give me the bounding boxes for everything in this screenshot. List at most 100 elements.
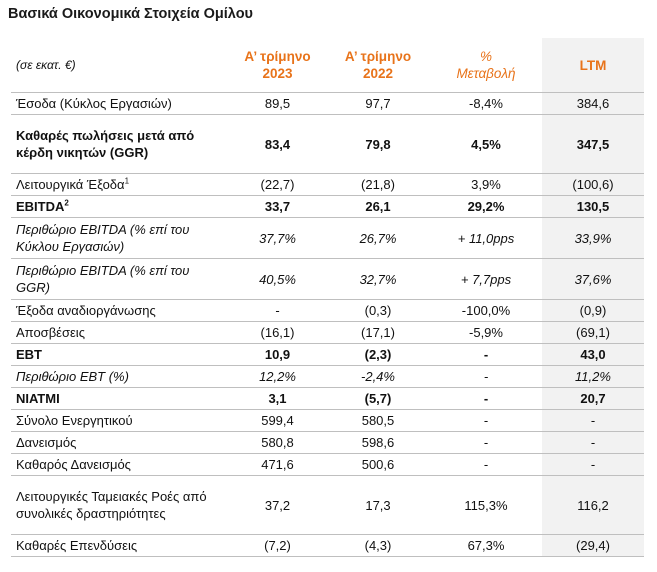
value-change: + 7,7pps — [430, 258, 542, 300]
value-q1-2023: 37,7% — [229, 217, 326, 259]
row-label: EBT — [11, 343, 229, 366]
footnote-marker: 1 — [124, 176, 130, 186]
value-q1-2022: 97,7 — [326, 92, 430, 115]
row-label-text: Δανεισμός — [16, 435, 77, 450]
value-q1-2022: (21,8) — [326, 173, 430, 196]
value-q1-2023: (22,7) — [229, 173, 326, 196]
value-ltm: 116,2 — [542, 475, 644, 535]
row-label-text: Καθαρές πωλήσεις μετά από κέρδη νικητών … — [16, 128, 195, 160]
value-change: 29,2% — [430, 195, 542, 218]
value-ltm: 43,0 — [542, 343, 644, 366]
value-q1-2023: 89,5 — [229, 92, 326, 115]
value-q1-2022: (4,3) — [326, 534, 430, 557]
value-q1-2023: 3,1 — [229, 387, 326, 410]
value-ltm: 20,7 — [542, 387, 644, 410]
value-ltm: 347,5 — [542, 114, 644, 174]
value-change: -8,4% — [430, 92, 542, 115]
table-row: Λειτουργικά Έξοδα1 (22,7) (21,8) 3,9% (100,6… — [11, 173, 644, 196]
value-q1-2022: 17,3 — [326, 475, 430, 535]
page-title: Βασικά Οικονομικά Στοιχεία Ομίλου — [8, 6, 253, 22]
value-q1-2022: 32,7% — [326, 258, 430, 300]
column-header-line: Α’ τρίμηνο — [244, 49, 311, 64]
value-q1-2023: 10,9 — [229, 343, 326, 366]
value-ltm: 384,6 — [542, 92, 644, 115]
unit-label: (σε εκατ. €) — [16, 57, 76, 72]
table-header-row: (σε εκατ. €) Α’ τρίμηνο 2023 Α’ τρίμηνο … — [11, 38, 644, 93]
value-ltm: - — [542, 453, 644, 476]
row-label-text: Σύνολο Ενεργητικού — [16, 413, 133, 428]
value-change: 67,3% — [430, 534, 542, 557]
table-row: Καθαρές πωλήσεις μετά από κέρδη νικητών … — [11, 114, 644, 174]
column-header-ltm: LTM — [542, 38, 644, 93]
row-label: Καθαρές Επενδύσεις — [11, 534, 229, 557]
row-label: ΝΙΑΤΜΙ — [11, 387, 229, 410]
table-row: Καθαρές Επενδύσεις (7,2) (4,3) 67,3% (29,4) — [11, 534, 644, 557]
row-label: Σύνολο Ενεργητικού — [11, 409, 229, 432]
column-header-line: % — [479, 49, 492, 64]
column-header-change: % Μεταβολή — [430, 38, 542, 93]
row-label-text: EBITDA — [16, 199, 65, 214]
row-label: Λειτουργικές Ταμειακές Ροές από συνολικέ… — [11, 475, 229, 535]
row-label-text: EBT — [16, 347, 42, 362]
value-change: 4,5% — [430, 114, 542, 174]
value-ltm: (29,4) — [542, 534, 644, 557]
row-label: Περιθώριο EBITDA (% επί του GGR) — [11, 258, 229, 300]
value-ltm: (69,1) — [542, 321, 644, 344]
row-label-text: Περιθώριο EBT (%) — [16, 369, 129, 384]
value-q1-2022: 79,8 — [326, 114, 430, 174]
value-change: - — [430, 409, 542, 432]
row-label-text: Λειτουργικές Ταμειακές Ροές από συνολικέ… — [16, 489, 207, 521]
value-q1-2022: 26,7% — [326, 217, 430, 259]
value-q1-2023: (7,2) — [229, 534, 326, 557]
table-row: Σύνολο Ενεργητικού 599,4 580,5- - — [11, 409, 644, 432]
value-q1-2023: 37,2 — [229, 475, 326, 535]
financial-table: (σε εκατ. €) Α’ τρίμηνο 2023 Α’ τρίμηνο … — [11, 38, 644, 557]
value-ltm: (100,6) — [542, 173, 644, 196]
value-q1-2023: 599,4 — [229, 409, 326, 432]
value-ltm: 11,2% — [542, 365, 644, 388]
value-change: - — [430, 387, 542, 410]
table-row: Αποσβέσεις (16,1) (17,1) -5,9% (69,1) — [11, 321, 644, 344]
table-row: EBT 10,9 (2,3) -43,0 — [11, 343, 644, 366]
row-label: Έσοδα (Κύκλος Εργασιών) — [11, 92, 229, 115]
value-change: 115,3% — [430, 475, 542, 535]
value-change: 3,9% — [430, 173, 542, 196]
value-q1-2022: 500,6 — [326, 453, 430, 476]
table-row: Δανεισμός 580,8 598,6- - — [11, 431, 644, 454]
table-row: EBITDA2 33,7 26,1 29,2% 130,5 — [11, 195, 644, 218]
value-ltm: 130,5 — [542, 195, 644, 218]
row-label-text: Περιθώριο EBITDA (% επί του GGR) — [16, 263, 190, 295]
value-q1-2023: - — [229, 299, 326, 322]
row-label: Καθαρές πωλήσεις μετά από κέρδη νικητών … — [11, 114, 229, 174]
row-label: Αποσβέσεις — [11, 321, 229, 344]
row-label-text: Καθαρός Δανεισμός — [16, 457, 131, 472]
value-q1-2022: (0,3) — [326, 299, 430, 322]
value-q1-2023: 83,4 — [229, 114, 326, 174]
table-row: ΝΙΑΤΜΙ 3,1 (5,7) -20,7 — [11, 387, 644, 410]
footnote-marker: 2 — [64, 198, 69, 208]
column-header-line: 2022 — [362, 66, 394, 81]
value-change: -5,9% — [430, 321, 542, 344]
value-ltm: - — [542, 409, 644, 432]
row-label: Καθαρός Δανεισμός — [11, 453, 229, 476]
table-row: Έσοδα (Κύκλος Εργασιών) 89,5 97,7 -8,4% 384,… — [11, 92, 644, 115]
value-q1-2022: 580,5 — [326, 409, 430, 432]
table-row: Έξοδα αναδιοργάνωσης - (0,3) -100,0% (0,9) — [11, 299, 644, 322]
column-header-q1-2022: Α’ τρίμηνο 2022 — [326, 38, 430, 93]
row-label-text: Λειτουργικά Έξοδα — [16, 177, 125, 192]
value-change: - — [430, 453, 542, 476]
row-label: Περιθώριο EBT (%) — [11, 365, 229, 388]
table-row: Περιθώριο EBITDA (% επί του Κύκλου Εργασ… — [11, 217, 644, 259]
row-label-text: Έξοδα αναδιοργάνωσης — [16, 303, 156, 318]
value-change: - — [430, 365, 542, 388]
column-header-line: 2023 — [262, 66, 293, 81]
value-q1-2023: 471,6 — [229, 453, 326, 476]
row-label: Έξοδα αναδιοργάνωσης — [11, 299, 229, 322]
table-row: Καθαρός Δανεισμός 471,6 500,6- - — [11, 453, 644, 476]
value-ltm: 33,9% — [542, 217, 644, 259]
row-label: EBITDA2 — [11, 195, 229, 218]
value-ltm: (0,9) — [542, 299, 644, 322]
table-row: Περιθώριο EBT (%) 12,2% -2,4% -11,2% — [11, 365, 644, 388]
row-label-text: Καθαρές Επενδύσεις — [16, 538, 138, 553]
row-label-text: ΝΙΑΤΜΙ — [16, 391, 60, 406]
